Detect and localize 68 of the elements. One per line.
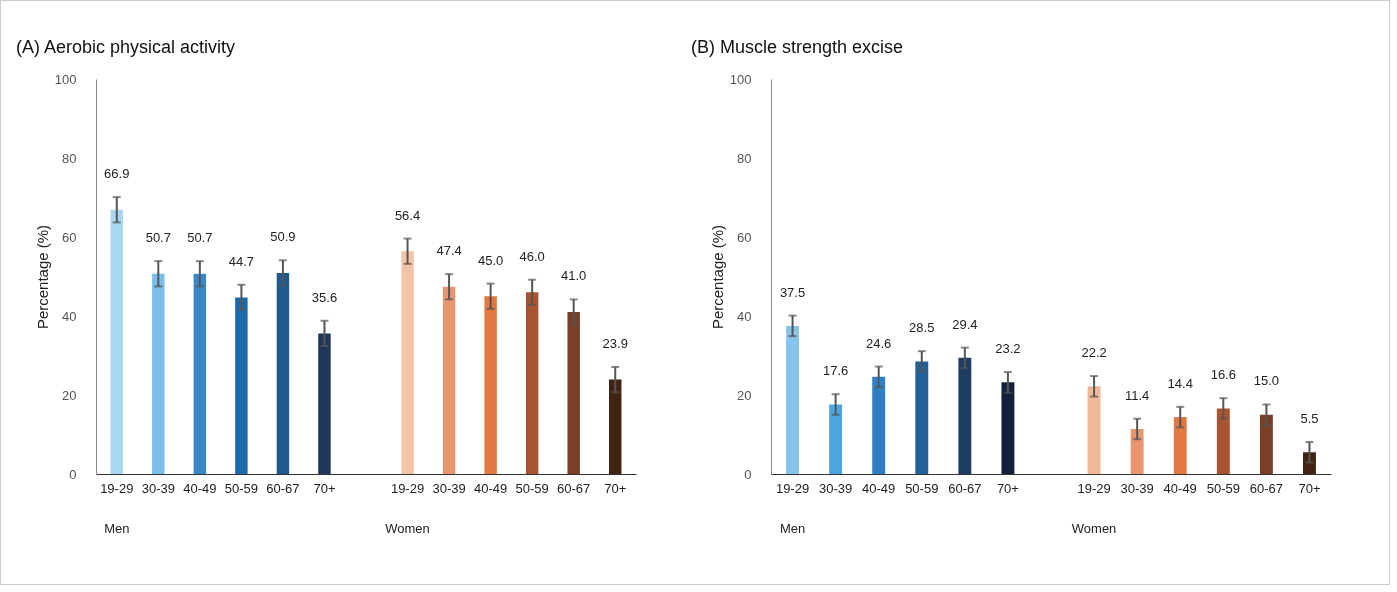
x-tick-label: 19-29 bbox=[100, 480, 134, 496]
x-tick-label: 50-59 bbox=[1206, 480, 1240, 496]
data-label: 17.6 bbox=[822, 363, 849, 379]
x-tick-label: 40-49 bbox=[862, 480, 896, 496]
chart-title: (B) Muscle strength excise bbox=[691, 37, 904, 57]
data-label: 46.0 bbox=[519, 248, 545, 264]
x-tick-label: 30-39 bbox=[818, 480, 853, 496]
data-label: 50.9 bbox=[270, 229, 296, 245]
x-tick-label: 70+ bbox=[604, 480, 627, 496]
y-tick-label: 0 bbox=[69, 466, 77, 482]
data-label: 24.6 bbox=[866, 335, 892, 351]
x-tick-label: 30-39 bbox=[141, 480, 175, 496]
data-label: 16.6 bbox=[1210, 367, 1236, 383]
data-label: 15.0 bbox=[1253, 373, 1280, 389]
y-tick-label: 20 bbox=[737, 387, 752, 403]
data-label: 50.7 bbox=[187, 230, 213, 246]
data-label: 44.7 bbox=[228, 253, 255, 269]
y-axis-title: Percentage (%) bbox=[33, 224, 51, 330]
x-tick-label: 40-49 bbox=[1163, 480, 1197, 496]
data-label: 56.4 bbox=[394, 207, 421, 223]
data-label: 45.0 bbox=[477, 252, 504, 268]
x-tick-label: 70+ bbox=[996, 480, 1019, 496]
y-tick-label: 60 bbox=[737, 229, 752, 245]
text: Women bbox=[385, 521, 430, 536]
data-label: 28.5 bbox=[909, 320, 935, 336]
x-tick-label: 19-29 bbox=[775, 480, 810, 496]
text: Women bbox=[1071, 521, 1117, 536]
y-axis-title: Percentage (%) bbox=[708, 224, 726, 330]
data-label: 35.6 bbox=[311, 289, 338, 305]
y-tick-label: 100 bbox=[54, 71, 77, 87]
x-tick-label: 40-49 bbox=[183, 480, 217, 496]
chart-title: (A) Aerobic physical activity bbox=[16, 37, 236, 57]
data-label: 11.4 bbox=[1124, 387, 1150, 403]
x-tick-label: 60-67 bbox=[1249, 480, 1284, 496]
x-tick-label: 50-59 bbox=[224, 480, 259, 496]
y-tick-label: 80 bbox=[62, 150, 77, 166]
y-tick-label: 40 bbox=[62, 308, 77, 324]
data-label: 5.5 bbox=[1300, 411, 1319, 427]
data-label: 50.7 bbox=[145, 230, 171, 246]
y-tick-label: 0 bbox=[744, 466, 752, 482]
y-tick-label: 100 bbox=[729, 71, 752, 87]
data-label: 66.9 bbox=[104, 166, 130, 182]
x-tick-label: 70+ bbox=[313, 480, 336, 496]
x-tick-label: 50-59 bbox=[515, 480, 549, 496]
data-label: 23.9 bbox=[602, 335, 628, 351]
x-tick-label: 30-39 bbox=[1120, 480, 1154, 496]
y-tick-label: 40 bbox=[737, 308, 752, 324]
text: Men bbox=[104, 521, 130, 536]
y-tick-label: 80 bbox=[737, 150, 752, 166]
y-tick-label: 60 bbox=[62, 229, 77, 245]
x-tick-label: 70+ bbox=[1298, 480, 1321, 496]
x-tick-label: 40-49 bbox=[473, 480, 508, 496]
data-label: 29.4 bbox=[952, 316, 978, 332]
text: Men bbox=[779, 521, 806, 536]
x-tick-label: 60-67 bbox=[948, 480, 982, 496]
data-label: 14.4 bbox=[1167, 375, 1193, 391]
x-tick-label: 30-39 bbox=[432, 480, 466, 496]
x-tick-label: 50-59 bbox=[905, 480, 939, 496]
data-label: 22.2 bbox=[1081, 345, 1107, 361]
x-tick-label: 19-29 bbox=[390, 480, 425, 496]
x-tick-label: 19-29 bbox=[1077, 480, 1111, 496]
data-label: 37.5 bbox=[779, 284, 806, 300]
data-label: 47.4 bbox=[436, 243, 462, 259]
y-tick-label: 20 bbox=[62, 387, 77, 403]
data-label: 23.2 bbox=[995, 341, 1021, 357]
x-tick-label: 60-67 bbox=[557, 480, 591, 496]
data-label: 41.0 bbox=[561, 268, 587, 284]
x-tick-label: 60-67 bbox=[266, 480, 300, 496]
